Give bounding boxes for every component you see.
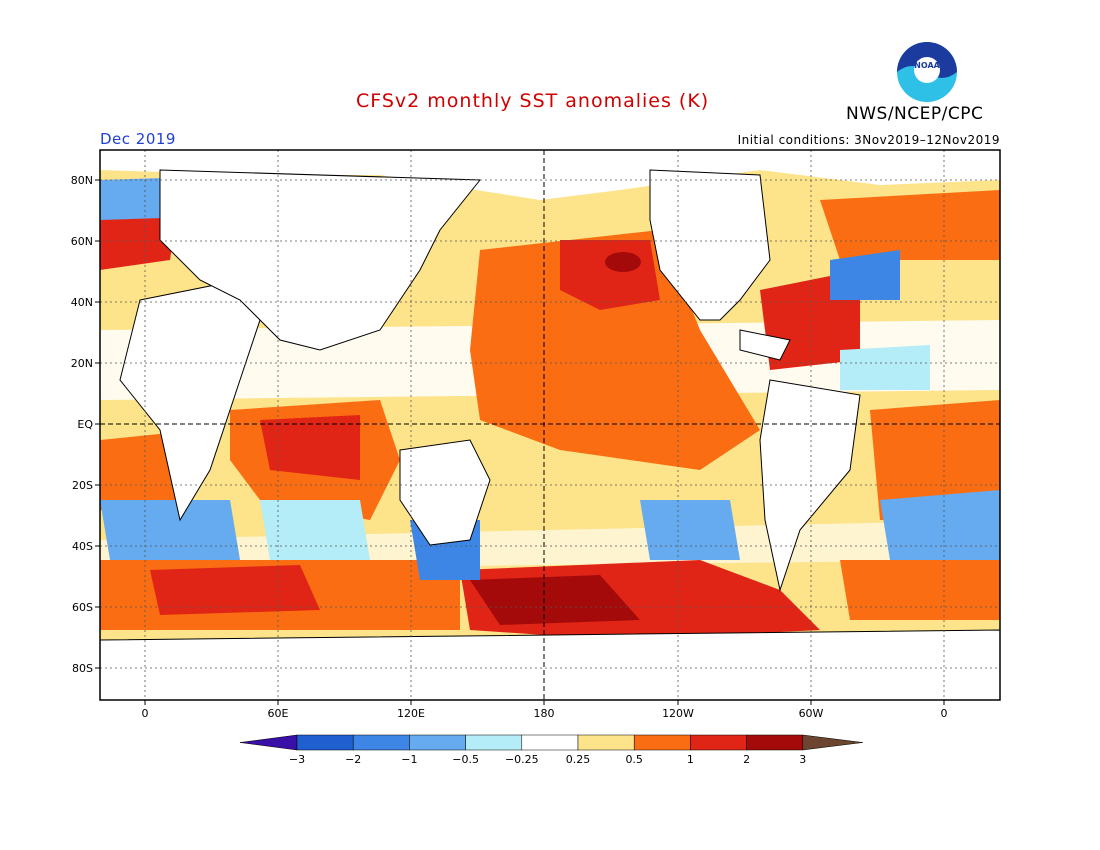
arctic-land: [100, 150, 1000, 200]
lat-label: 40N: [71, 296, 93, 309]
colorbar-tick-label: 2: [743, 753, 750, 766]
colorbar-segment: [409, 734, 466, 751]
colorbar: −3 −2 −1 −0.5 −0.25 0.25 0.5 1 2 3: [239, 734, 863, 766]
colorbar-tick-label: 0.25: [566, 753, 591, 766]
warm-anomaly: [840, 560, 1000, 620]
lat-label: 60N: [71, 235, 93, 248]
colorbar-segment: [352, 734, 410, 751]
lat-label: 80N: [71, 174, 93, 187]
central-america: [739, 329, 791, 361]
logo-text: NOAA: [914, 61, 940, 70]
colorbar-tick-label: 0.5: [625, 753, 643, 766]
colorbar-tick-label: −2: [345, 753, 361, 766]
colorbar-tick-label: −3: [289, 753, 305, 766]
hot-anomaly: [605, 252, 641, 272]
lon-label: 0: [941, 707, 948, 720]
map-frame: [99, 149, 1001, 701]
north-america: [649, 169, 771, 321]
colorbar-max-arrow: [802, 734, 863, 751]
colorbar-tick-label: 1: [687, 753, 694, 766]
lat-label: 80S: [72, 662, 93, 675]
gridlines: [100, 150, 1000, 700]
lat-label: EQ: [77, 418, 93, 431]
lon-label: 60W: [799, 707, 824, 720]
lat-label: 60S: [72, 601, 93, 614]
agency-label: NWS/NCEP/CPC: [846, 104, 984, 124]
australia: [399, 439, 491, 546]
lon-label: 60E: [268, 707, 289, 720]
lat-label: 20N: [71, 357, 93, 370]
lon-label: 180: [534, 707, 555, 720]
warmer-anomaly: [260, 415, 360, 480]
colorbar-tick-label: −0.5: [452, 753, 479, 766]
warm-anomaly: [870, 400, 1000, 520]
hot-anomaly: [470, 575, 640, 625]
colorbar-min-arrow: [239, 734, 298, 751]
warm-anomaly: [470, 230, 760, 470]
lon-label: 0: [142, 707, 149, 720]
lat-label: 40S: [72, 540, 93, 553]
warmer-anomaly: [150, 565, 320, 615]
initial-conditions: Initial conditions: 3Nov2019–12Nov2019: [737, 133, 1000, 147]
colorbar-segment: [633, 734, 691, 751]
antarctica: [100, 629, 1000, 700]
colorbar-tick-label: −1: [401, 753, 417, 766]
warm-anomaly: [820, 190, 1000, 260]
lon-label: 120W: [662, 707, 694, 720]
forecast-month: Dec 2019: [100, 130, 176, 148]
cooler-anomaly: [830, 250, 900, 300]
chart-title: CFSv2 monthly SST anomalies (K): [356, 90, 710, 112]
colorbar-segment: [521, 734, 579, 751]
colorbar-tick-label: −0.25: [505, 753, 539, 766]
lon-label: 120E: [397, 707, 425, 720]
cool-anomaly: [260, 500, 370, 560]
lat-label: 20S: [72, 479, 93, 492]
colorbar-tick-label: 3: [799, 753, 806, 766]
colorbar-segment: [746, 734, 804, 751]
colorbar-segment: [296, 734, 354, 751]
colorbar-segment: [577, 734, 635, 751]
colorbar-segment: [690, 734, 747, 751]
cool-anomaly: [880, 490, 1000, 560]
cool-anomaly: [840, 345, 930, 390]
cool-anomaly: [100, 500, 240, 560]
eurasia: [159, 169, 482, 351]
cool-anomaly: [640, 500, 740, 560]
colorbar-segment: [465, 734, 523, 751]
noaa-logo-icon: NOAA: [897, 42, 957, 102]
